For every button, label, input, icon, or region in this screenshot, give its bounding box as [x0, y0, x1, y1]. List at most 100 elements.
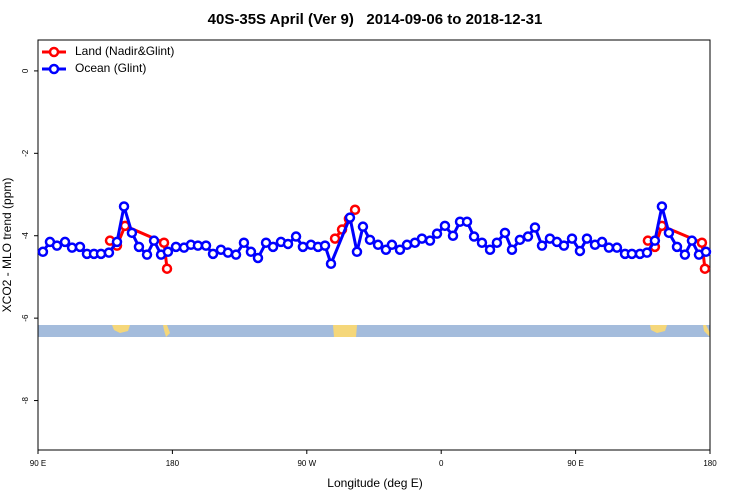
data-point — [536, 240, 548, 251]
legend-label: Land (Nadir&Glint) — [75, 44, 174, 58]
land-strip — [112, 325, 130, 333]
data-point — [74, 241, 86, 253]
data-point — [207, 248, 219, 260]
data-point — [148, 235, 160, 246]
data-point — [95, 248, 107, 260]
data-point — [574, 245, 586, 257]
data-point — [663, 227, 675, 239]
data-point — [319, 240, 331, 251]
data-point — [351, 246, 363, 258]
data-point — [37, 246, 49, 258]
data-point — [522, 231, 534, 242]
data-point — [158, 237, 170, 248]
data-point — [386, 239, 398, 251]
data-point — [192, 240, 204, 251]
data-point — [603, 242, 615, 253]
land-strip — [650, 325, 667, 333]
x-tick-label: 90 E — [30, 459, 46, 468]
data-point — [649, 235, 661, 246]
x-tick-label: 90 W — [297, 459, 316, 468]
data-point — [103, 247, 115, 258]
data-point — [641, 247, 653, 258]
legend-marker — [48, 63, 60, 75]
data-point — [679, 249, 691, 260]
data-point — [230, 249, 242, 260]
data-point — [671, 241, 683, 253]
data-point — [424, 235, 436, 246]
chart-title: 40S-35S April (Ver 9) 2014-09-06 to 2018… — [208, 11, 543, 28]
x-axis-label: Longitude (deg E) — [327, 476, 422, 490]
data-point — [656, 201, 668, 212]
x-tick-label: 0 — [439, 459, 444, 468]
land-strip — [163, 325, 170, 337]
data-point — [468, 231, 480, 242]
data-point — [364, 234, 376, 246]
plot-frame — [37, 39, 711, 451]
y-axis-label: XCO2 - MLO trend (ppm) — [0, 178, 14, 313]
data-point — [700, 246, 712, 258]
data-point — [596, 236, 608, 248]
data-point — [686, 235, 698, 246]
data-point — [439, 220, 451, 232]
legend-label: Ocean (Glint) — [75, 61, 146, 75]
x-tick-label: 90 E — [567, 459, 583, 468]
data-point — [245, 246, 257, 258]
data-point — [394, 244, 406, 255]
land-strip — [333, 325, 357, 337]
data-point — [170, 241, 182, 253]
data-point — [162, 246, 174, 258]
data-point — [252, 252, 264, 264]
data-point — [476, 237, 488, 248]
data-point — [611, 242, 623, 253]
y-tick-label: -4 — [21, 232, 30, 240]
data-point — [349, 204, 361, 216]
data-point — [297, 241, 309, 253]
data-point — [491, 237, 503, 248]
data-point — [484, 244, 496, 255]
data-point — [282, 238, 294, 250]
land-strip — [703, 325, 710, 337]
data-point — [499, 227, 511, 239]
data-point — [506, 244, 518, 255]
data-point — [431, 228, 443, 239]
y-tick-label: -6 — [21, 314, 30, 322]
data-point — [141, 249, 153, 260]
data-point — [118, 201, 130, 212]
data-point — [529, 222, 541, 233]
x-tick-label: 180 — [166, 459, 180, 468]
data-point — [329, 233, 341, 244]
data-point — [357, 221, 369, 232]
data-point — [290, 231, 302, 242]
data-point — [133, 241, 145, 253]
x-tick-label: 180 — [703, 459, 717, 468]
y-tick-label: -8 — [21, 396, 30, 404]
data-point — [222, 247, 234, 258]
data-point — [51, 240, 63, 251]
map-strip — [38, 325, 710, 337]
data-point — [447, 230, 459, 241]
data-point — [344, 212, 356, 223]
data-point — [161, 263, 173, 274]
data-point — [461, 216, 473, 227]
data-point — [325, 258, 337, 269]
data-point — [558, 240, 570, 251]
data-point — [566, 233, 578, 244]
y-tick-label: -2 — [21, 149, 30, 157]
data-point — [514, 234, 526, 246]
data-point — [581, 233, 593, 244]
data-point — [267, 241, 279, 253]
data-point — [626, 248, 638, 260]
data-point — [111, 236, 123, 248]
data-point — [416, 233, 428, 244]
data-point — [699, 263, 711, 274]
data-point — [238, 237, 250, 248]
y-tick-label: 0 — [21, 68, 30, 73]
data-point — [696, 237, 708, 248]
data-point — [59, 236, 71, 248]
data-point — [126, 227, 138, 239]
data-point — [372, 239, 384, 251]
data-point — [200, 240, 212, 251]
legend-marker — [48, 46, 60, 58]
ocean-strip — [38, 325, 710, 337]
